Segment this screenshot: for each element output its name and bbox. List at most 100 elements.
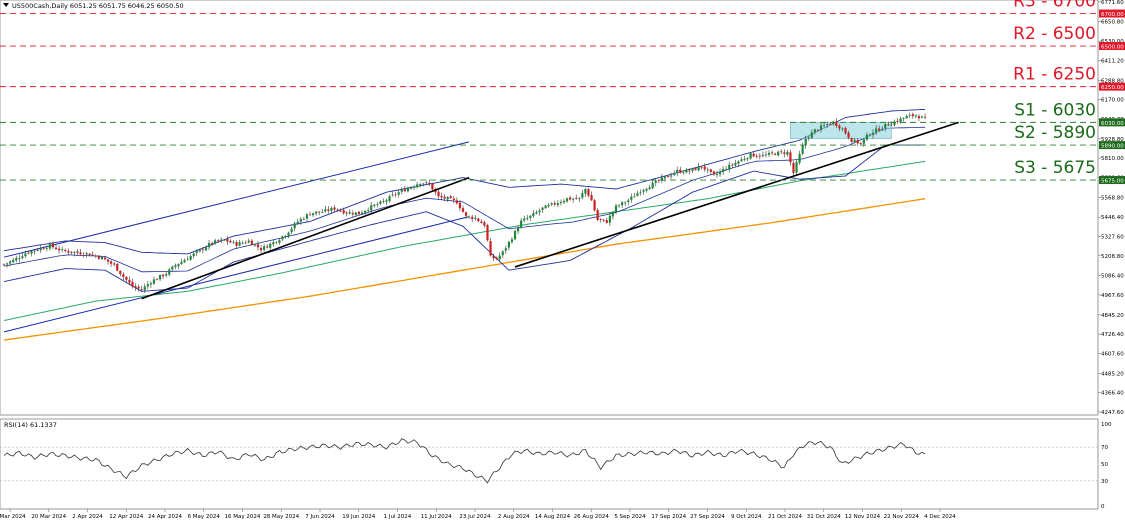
candle-body <box>807 137 810 139</box>
candle-body <box>795 162 798 173</box>
candle-body <box>342 210 345 214</box>
candle-body <box>703 166 706 170</box>
candle-body <box>146 284 149 287</box>
candle-body <box>911 114 914 117</box>
candle-body <box>798 153 801 163</box>
candle-body <box>565 198 569 202</box>
candle-body <box>486 225 489 241</box>
candle-body <box>725 169 728 170</box>
candle-body <box>281 236 284 240</box>
x-tick-label: 28 May 2024 <box>263 514 299 520</box>
candle-body <box>639 192 642 194</box>
candle-body <box>110 261 113 264</box>
y-tick-label: 6771.60 <box>1101 0 1124 6</box>
candle-body <box>679 169 682 173</box>
candle-body <box>91 254 94 256</box>
x-tick-label: 14 Aug 2024 <box>535 514 571 520</box>
candle-body <box>697 166 700 171</box>
candle-body <box>165 274 168 276</box>
candle-body <box>477 218 480 222</box>
candle-body <box>54 247 58 250</box>
candle-body <box>403 189 406 192</box>
candle-body <box>360 212 364 214</box>
symbol-ohlc-header: US500Cash,Daily 6051.25 6051.75 6046.25 … <box>12 2 184 10</box>
level-label: R3 - 6700 <box>1013 0 1096 12</box>
candle-body <box>217 240 220 242</box>
candle-body <box>523 218 526 221</box>
candle-body <box>526 217 529 220</box>
candle-body <box>388 196 391 202</box>
y-tick-label: 5810.00 <box>1101 156 1124 162</box>
candle-body <box>553 203 556 205</box>
y-tick-label: 4485.20 <box>1101 371 1124 377</box>
collapse-arrow-icon[interactable] <box>3 3 9 7</box>
channel-lower-line <box>3 216 470 333</box>
candle-body <box>868 134 872 136</box>
candle-body <box>694 168 697 170</box>
candle-body <box>192 253 195 257</box>
bollinger-bands <box>3 108 926 292</box>
rsi-tick-label: 30 <box>1101 479 1108 485</box>
candle-body <box>394 194 397 196</box>
candle-body <box>195 251 198 253</box>
support-resistance-levels: R3 - 6700 R2 - 6500 R1 - 6250 S1 - 6030 S2 -… <box>0 0 1098 181</box>
candle-body <box>688 170 691 172</box>
level-tag-text: 6030.00 <box>1101 121 1124 127</box>
x-tick-label: 21 Oct 2024 <box>768 514 803 520</box>
regression-channel <box>3 141 470 333</box>
rsi-tick-label: 50 <box>1101 462 1108 468</box>
x-tick-label: 9 Oct 2024 <box>731 514 762 520</box>
candle-body <box>149 283 152 285</box>
x-tick-label: 19 Jun 2024 <box>342 514 376 520</box>
y-tick-label: 5086.40 <box>1101 274 1124 280</box>
candle-body <box>103 257 107 260</box>
candle-body <box>97 256 100 259</box>
candle-body <box>706 169 709 171</box>
candle-body <box>327 209 330 211</box>
candle-body <box>685 169 688 173</box>
candle-body <box>923 116 927 118</box>
candle-body <box>841 128 844 130</box>
candle-body <box>819 125 823 130</box>
candle-body <box>520 220 523 228</box>
trendline-2 <box>514 121 959 268</box>
candle-body <box>76 251 79 253</box>
candle-body <box>826 124 829 126</box>
x-tick-label: 6 May 2024 <box>188 514 221 520</box>
candle-body <box>137 286 140 289</box>
candle-body <box>783 152 786 154</box>
candle-body <box>244 242 247 244</box>
candle-body <box>712 171 716 175</box>
candle-body <box>391 194 394 196</box>
candle-body <box>376 204 379 206</box>
rsi-pane-frame <box>0 418 1099 510</box>
candle-body <box>871 132 875 135</box>
candle-body <box>253 244 257 246</box>
candle-body <box>893 121 896 126</box>
candle-body <box>21 256 24 259</box>
candle-body <box>207 243 211 248</box>
candle-body <box>180 261 183 265</box>
candle-body <box>321 211 324 213</box>
candle-body <box>64 249 67 251</box>
candle-body <box>345 212 348 214</box>
candle-body <box>12 259 15 263</box>
candle-body <box>492 256 495 259</box>
level-label: S3 - 5675 <box>1014 158 1096 178</box>
candle-body <box>284 235 287 237</box>
candle-body <box>351 213 354 215</box>
candle-body <box>162 274 165 277</box>
candle-body <box>177 264 180 267</box>
candle-body <box>106 259 110 262</box>
candle-body <box>113 263 116 265</box>
candle-body <box>269 243 272 248</box>
candle-body <box>532 213 535 217</box>
candle-body <box>752 153 755 157</box>
candle-body <box>116 263 119 271</box>
candle-body <box>884 123 887 129</box>
candle-body <box>174 265 177 268</box>
candle-body <box>128 279 131 283</box>
candle-body <box>621 202 624 206</box>
candle-body <box>792 162 795 173</box>
